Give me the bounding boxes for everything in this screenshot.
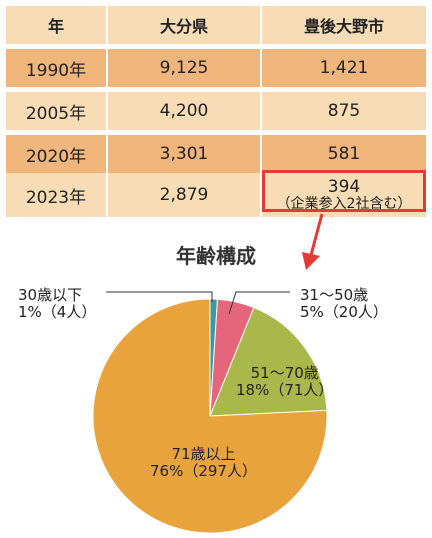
row-oita: 2,879 [108, 173, 262, 217]
label-30-under: 30歳以下 1%（4人） [18, 287, 96, 321]
pie-slice-4 [92, 298, 328, 534]
leader-line-30-under [106, 291, 213, 302]
slice-label-name: 30歳以下 [18, 286, 83, 304]
highlight-arrow [302, 213, 324, 270]
row-bungo-ono: 1,421 [262, 49, 426, 87]
leader-lines [106, 291, 290, 315]
slice-label-value: 18%（71人） [236, 381, 334, 399]
row-note: （企業参入2社含む） [276, 195, 412, 212]
slice-label-value: 5%（20人） [300, 303, 388, 321]
highlight-box [262, 170, 426, 212]
table-row: 2023年 2,879 394 （企業参入2社含む） [6, 173, 426, 217]
label-71-over: 71歳以上 76%（297人） [150, 446, 257, 480]
header-bungo-ono: 豊後大野市 [262, 6, 426, 44]
table-row: 2005年 4,200 875 [6, 92, 426, 130]
table-header-row: 年 大分県 豊後大野市 [6, 6, 426, 44]
chart-title: 年齢構成 [176, 244, 256, 268]
label-31-50: 31〜50歳 5%（20人） [300, 287, 388, 321]
table-row: 1990年 9,125 1,421 [6, 49, 426, 87]
row-bungo-ono: 875 [262, 92, 426, 130]
label-51-70: 51〜70歳 18%（71人） [236, 365, 333, 399]
row-oita: 9,125 [108, 49, 262, 87]
slice-label-name: 51〜70歳 [250, 364, 319, 382]
row-oita: 3,301 [108, 135, 262, 173]
slice-label-name: 71歳以上 [171, 445, 236, 463]
header-year: 年 [6, 6, 108, 44]
row-bungo-ono: 394 [327, 176, 361, 197]
leader-line-31-50 [228, 291, 290, 315]
table-row: 2020年 3,301 581 [6, 135, 426, 173]
row-bungo-ono: 581 [262, 135, 426, 173]
row-oita: 4,200 [108, 92, 262, 130]
pie-slices [92, 298, 328, 534]
slice-label-value: 76%（297人） [150, 462, 257, 480]
header-oita: 大分県 [108, 6, 262, 44]
row-year: 2023年 [6, 173, 108, 217]
slice-label-value: 1%（4人） [18, 303, 97, 321]
row-year: 2005年 [6, 92, 108, 130]
row-year: 2020年 [6, 135, 108, 173]
pie-slice-3 [209, 306, 328, 417]
row-year: 1990年 [6, 49, 108, 87]
slice-label-name: 31〜50歳 [300, 286, 369, 304]
